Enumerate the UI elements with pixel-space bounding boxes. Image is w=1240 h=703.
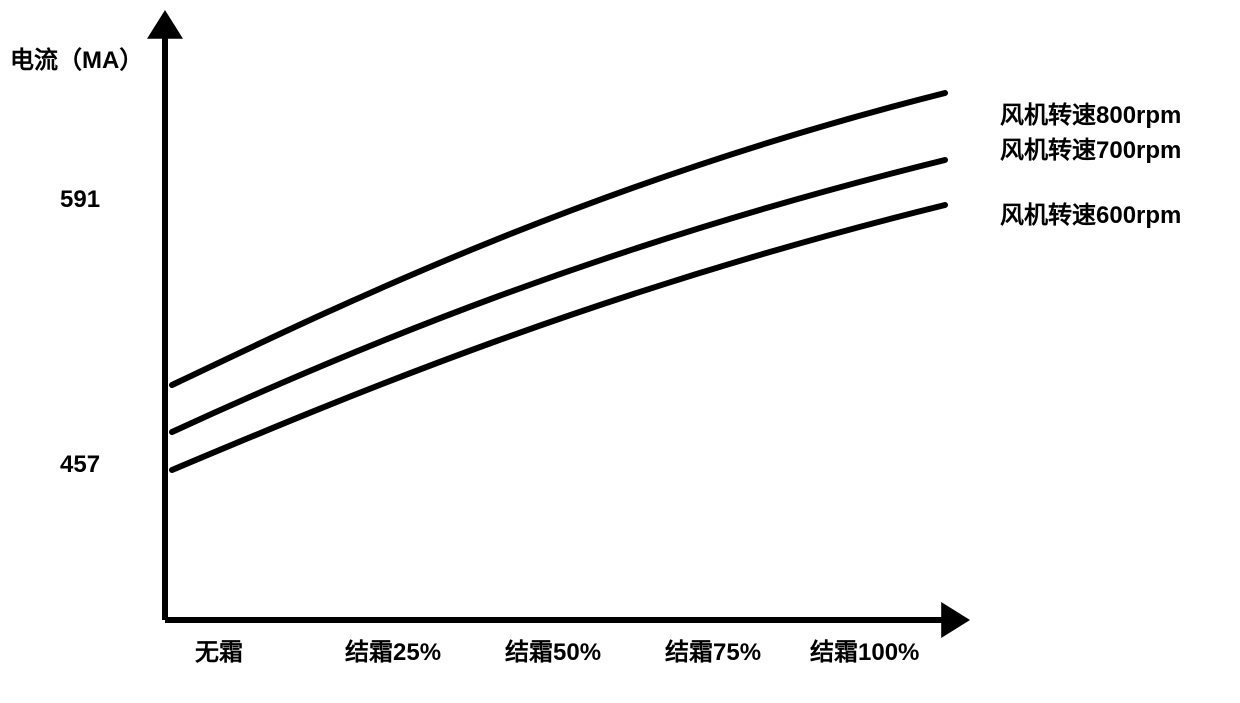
series-curve-2 xyxy=(172,205,945,470)
x-tick-4: 结霜100% xyxy=(810,632,919,667)
series-curve-1 xyxy=(172,160,945,432)
y-axis-label: 电流（MA） xyxy=(10,40,143,75)
x-tick-1: 结霜25% xyxy=(345,632,441,667)
series-label-2: 风机转速600rpm xyxy=(1000,195,1181,230)
chart-container: 电流（MA） 591 457 无霜 结霜25% 结霜50% 结霜75% 结霜10… xyxy=(0,0,1240,703)
x-tick-3: 结霜75% xyxy=(665,632,761,667)
series-label-0: 风机转速800rpm xyxy=(1000,95,1181,130)
y-tick-0: 591 xyxy=(60,186,100,214)
y-tick-1: 457 xyxy=(60,451,100,479)
series-curve-0 xyxy=(172,93,945,385)
x-tick-2: 结霜50% xyxy=(505,632,601,667)
x-tick-0: 无霜 xyxy=(195,632,243,667)
series-label-1: 风机转速700rpm xyxy=(1000,130,1181,165)
